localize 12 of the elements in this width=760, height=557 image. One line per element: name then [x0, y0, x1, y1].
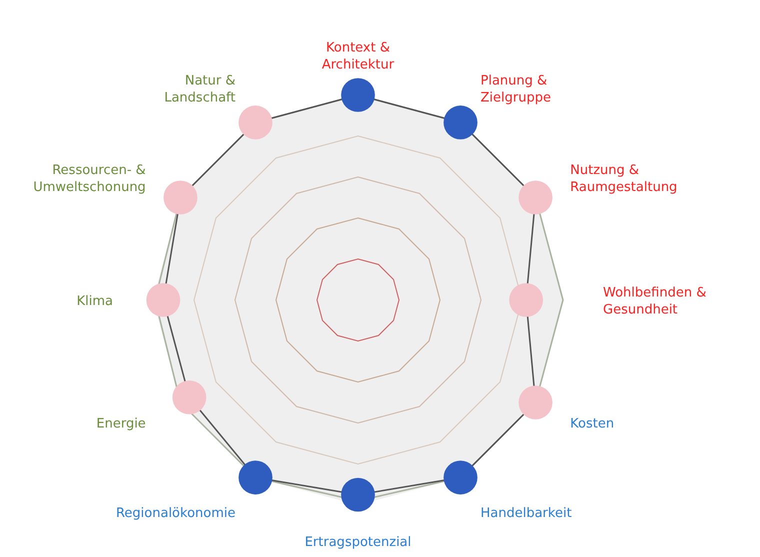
- spoke-label: Kontext & Architektur: [322, 40, 395, 72]
- spoke-label: Wohlbefinden & Gesundheit: [603, 286, 706, 318]
- spoke-label: Ertragspotenzial: [304, 535, 412, 550]
- spoke-label: Planung & Zielgruppe: [480, 73, 551, 106]
- spoke-label: Energie: [96, 416, 146, 432]
- spoke-label: Natur & Landschaft: [164, 73, 236, 106]
- spoke-label: Handelbarkeit: [480, 506, 572, 522]
- spoke-label: Ressourcen- & Umweltschonung: [33, 163, 146, 195]
- spoke-label: Klima: [76, 294, 113, 309]
- spoke-label: Nutzung & Raumgestaltung: [570, 163, 678, 195]
- spoke-label: Regionalökonomie: [116, 506, 236, 522]
- spoke-label: Kosten: [570, 416, 614, 432]
